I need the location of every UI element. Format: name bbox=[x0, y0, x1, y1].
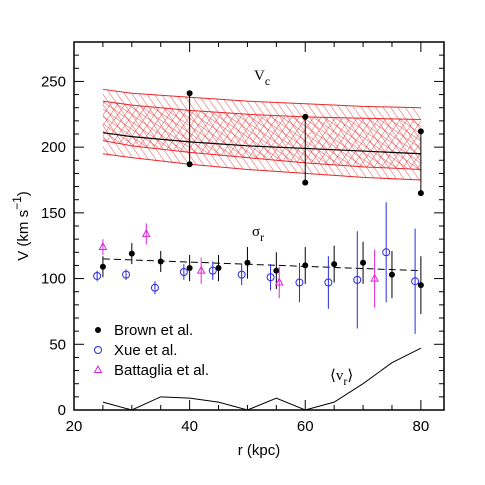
point bbox=[388, 271, 395, 278]
vc-point bbox=[302, 113, 309, 120]
point bbox=[266, 273, 275, 282]
point bbox=[417, 282, 424, 289]
vc-line bbox=[102, 100, 421, 121]
point bbox=[208, 266, 217, 275]
point bbox=[324, 278, 333, 287]
point bbox=[382, 248, 391, 257]
point bbox=[302, 262, 309, 269]
point bbox=[360, 259, 367, 266]
y-axis-label-sup: −1 bbox=[10, 196, 24, 210]
x-axis-label: r (kpc) bbox=[238, 442, 281, 459]
point bbox=[98, 241, 108, 251]
x-tick-label: 80 bbox=[413, 418, 430, 435]
point bbox=[237, 270, 246, 279]
point bbox=[93, 271, 102, 280]
annotation: σr bbox=[252, 224, 264, 244]
point bbox=[196, 265, 206, 274]
annotation-sub: r bbox=[343, 374, 347, 388]
vc-point bbox=[417, 128, 424, 135]
sigma-fit bbox=[102, 258, 421, 272]
point bbox=[179, 268, 188, 276]
legend-label: Brown et al. bbox=[114, 322, 193, 339]
point bbox=[122, 270, 131, 279]
vr-mean bbox=[102, 347, 422, 411]
point bbox=[215, 265, 222, 272]
y-axis-label-text: V (km s bbox=[15, 210, 32, 261]
legend-label: Xue et al. bbox=[114, 342, 177, 359]
vc-point bbox=[186, 90, 193, 97]
point bbox=[99, 263, 106, 270]
point bbox=[157, 258, 164, 265]
vc-line bbox=[102, 88, 421, 109]
legend-marker bbox=[95, 327, 101, 333]
point bbox=[370, 273, 379, 282]
point bbox=[150, 283, 159, 292]
legend-marker bbox=[93, 364, 103, 373]
annotation-sub: r bbox=[260, 230, 264, 244]
y-tick-label: 100 bbox=[41, 271, 66, 288]
y-tick-label: 50 bbox=[49, 336, 66, 353]
point bbox=[411, 277, 420, 286]
point bbox=[244, 259, 251, 266]
y-tick-label: 150 bbox=[41, 205, 66, 222]
annotation-close: ⟩ bbox=[347, 368, 353, 384]
point bbox=[274, 277, 284, 286]
y-axis-label-close: ) bbox=[15, 191, 32, 196]
annotation-text: ⟨v bbox=[330, 368, 344, 384]
point bbox=[353, 275, 362, 284]
y-tick-label: 0 bbox=[58, 402, 66, 419]
point bbox=[128, 250, 135, 257]
point bbox=[295, 278, 304, 287]
vc-line bbox=[102, 153, 421, 181]
vc-point bbox=[417, 190, 424, 197]
annotation-sub: c bbox=[265, 74, 270, 88]
vc-line bbox=[102, 132, 421, 155]
annotation-text: σ bbox=[252, 224, 260, 240]
legend-label: Battaglia et al. bbox=[114, 362, 209, 379]
annotation: Vc bbox=[254, 68, 270, 88]
vc-point bbox=[186, 161, 193, 168]
point bbox=[331, 261, 338, 268]
annotation-text: V bbox=[254, 68, 265, 84]
point bbox=[141, 228, 151, 237]
point bbox=[273, 267, 280, 274]
vc-point bbox=[302, 179, 309, 186]
x-tick-label: 60 bbox=[297, 418, 314, 435]
x-tick-label: 20 bbox=[66, 418, 83, 435]
point bbox=[186, 265, 193, 272]
annotation: ⟨vr⟩ bbox=[330, 368, 353, 388]
y-tick-label: 200 bbox=[41, 139, 66, 156]
y-axis-label: V (km s−1) bbox=[10, 191, 32, 261]
x-tick-label: 40 bbox=[181, 418, 198, 435]
vc-line bbox=[102, 140, 421, 170]
y-tick-label: 250 bbox=[41, 73, 66, 90]
legend-marker bbox=[94, 346, 102, 354]
